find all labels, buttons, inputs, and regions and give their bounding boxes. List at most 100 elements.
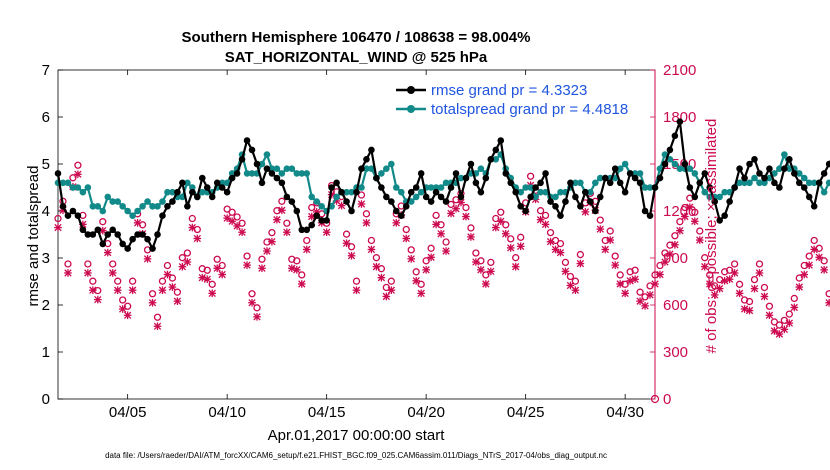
obs-assimilated-point [173,297,182,305]
rmse-point [283,193,291,201]
totalspread-point [363,165,370,172]
obs-assimilated-point [487,267,495,276]
obs-possible-point [402,225,410,234]
rmse-point [587,198,594,205]
obs-assimilated-point [641,302,649,310]
obs-possible-point [596,216,604,224]
rmse-point [164,203,171,210]
obs-possible-point [308,203,316,212]
obs-assimilated-point [362,219,371,227]
rmse-point [144,235,151,243]
obs-assimilated-point [54,223,62,232]
totalspread-point [318,203,325,210]
rmse-point [124,245,131,252]
rmse-point [626,170,634,177]
obs-assimilated-point [710,291,719,299]
rmse-point [731,184,738,191]
y-tick-label: 4 [42,203,50,220]
rmse-point [114,231,121,238]
rmse-point [502,170,510,177]
obs-assimilated-point [103,248,112,257]
obs-assimilated-point [765,311,774,320]
rmse-point [457,193,465,201]
totalspread-point [542,188,549,196]
rmse-point [159,212,166,219]
obs-possible-point [268,228,276,237]
rmse-point [527,193,534,201]
obs-assimilated-point [636,297,644,305]
obs-possible-point [298,271,306,279]
totalspread-point [59,179,67,187]
obs-possible-point [676,218,684,226]
rmse-point [194,193,201,201]
x-tick-label: 04/05 [109,404,147,421]
rmse-point [203,184,211,191]
obs-assimilated-point [725,275,734,284]
totalspread-point [139,203,146,210]
obs-possible-point [228,208,236,216]
obs-assimilated-point [745,306,754,315]
rmse-point [671,132,679,140]
totalspread-point [64,179,72,187]
totalspread-point [383,165,390,172]
obs-assimilated-point [596,225,605,233]
obs-possible-point [497,208,505,216]
rmse-point [104,231,112,238]
rmse-point [447,184,455,191]
obs-assimilated-point [482,280,490,288]
y2-tick-label: 2100 [663,62,696,79]
obs-assimilated-point [372,262,381,271]
rmse-point [308,221,316,229]
obs-possible-point [54,214,62,223]
obs-assimilated-point [337,201,346,210]
rmse-point [726,198,733,205]
obs-possible-point [606,227,614,235]
obs-assimilated-point [243,261,251,269]
rmse-point [54,170,62,177]
obs-possible-point [253,304,261,312]
rmse-point [278,179,286,187]
obs-assimilated-point [695,236,704,244]
totalspread-point [378,170,385,177]
obs-assimilated-point [208,289,217,298]
obs-possible-point [203,266,211,274]
rmse-point [248,146,256,154]
rmse-point [651,184,659,191]
rmse-point [84,231,92,238]
obs-assimilated-point [347,251,356,260]
obs-possible-point [153,313,162,321]
obs-possible-point [755,260,764,268]
totalspread-point [532,193,539,201]
rmse-point [517,203,524,210]
totalspread-point [596,174,604,182]
obs-possible-point [303,236,311,245]
x-tick-label: 04/30 [606,404,644,421]
totalspread-point [412,193,420,201]
totalspread-point [268,165,276,172]
obs-possible-point [109,260,117,268]
rmse-point [139,231,146,238]
rmse-point [333,179,340,187]
obs-assimilated-point [611,261,619,269]
rmse-point [596,193,604,201]
obs-assimilated-point [367,245,376,254]
obs-possible-point [417,280,425,288]
obs-possible-point [352,277,361,285]
rmse-point [422,193,430,201]
totalspread-point [343,188,350,196]
obs-assimilated-point [158,286,167,294]
totalspread-point [457,174,465,182]
rmse-point [393,207,400,215]
totalspread-point [721,188,728,196]
obs-possible-point [74,161,82,169]
obs-assimilated-point [730,269,739,277]
obs-possible-point [278,197,286,205]
totalspread-point [258,160,266,168]
obs-assimilated-point [800,270,809,279]
obs-assimilated-point [681,212,689,221]
x-tick-label: 04/15 [308,404,346,421]
totalspread-point [761,179,768,187]
obs-possible-point [691,208,699,216]
rmse-point [631,174,639,182]
totalspread-point [149,203,156,210]
